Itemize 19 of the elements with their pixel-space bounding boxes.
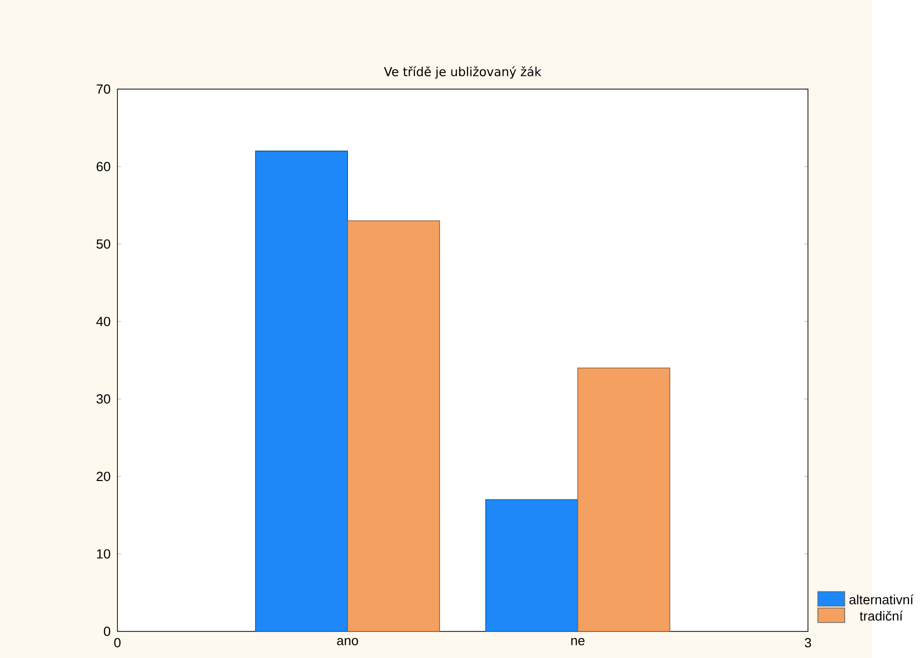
y-tick-label: 40 <box>96 316 110 326</box>
x-tick-label: ne <box>571 638 585 646</box>
x-tick-label: ano <box>337 638 358 646</box>
x-tick-label: 3 <box>804 638 812 648</box>
bar <box>485 499 578 632</box>
y-tick-label: 70 <box>96 84 110 94</box>
bar <box>347 220 440 632</box>
legend-label: alternativní <box>849 594 914 604</box>
y-tick-label: 0 <box>104 626 110 636</box>
y-tick-label: 30 <box>96 394 110 404</box>
legend-label: tradiční <box>860 610 903 620</box>
y-tick-label: 50 <box>96 239 110 248</box>
y-tick-label: 60 <box>96 162 110 172</box>
y-tick-label: 20 <box>96 472 110 481</box>
bar <box>255 150 348 632</box>
bar <box>577 367 670 632</box>
y-tick-label: 10 <box>97 548 110 558</box>
chart-title: Ve třídě je ubližovaný žák <box>384 66 542 78</box>
x-tick-label: 0 <box>114 638 121 648</box>
